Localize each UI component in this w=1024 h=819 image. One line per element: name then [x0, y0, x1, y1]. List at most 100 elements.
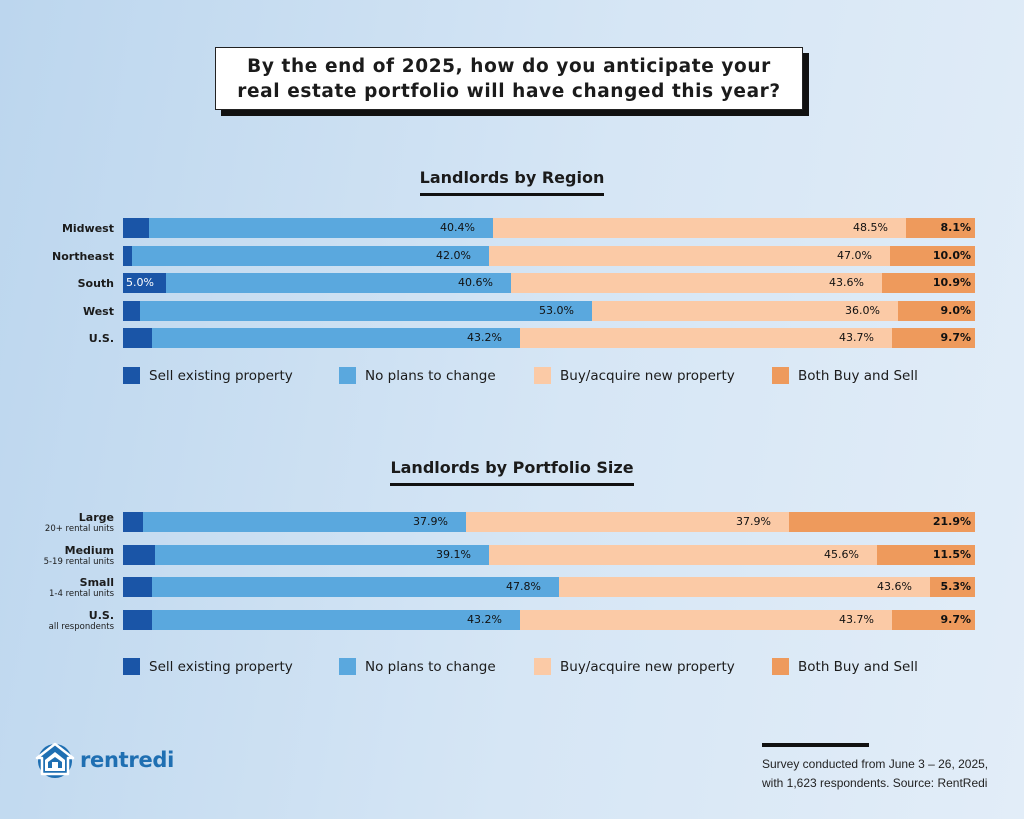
stacked-bar: 3.4% 43.2% 43.7% 9.7%	[123, 609, 975, 630]
both-segment: 10.0%	[890, 245, 975, 266]
no-change-segment: 39.1%	[155, 544, 489, 565]
no-change-segment: 47.8%	[152, 577, 559, 597]
data-label: 9.7%	[940, 331, 971, 344]
category-label-main: Midwest	[61, 222, 114, 235]
data-label: 45.6%	[824, 547, 859, 561]
data-label: 43.6%	[877, 580, 912, 593]
legend-item-buy: Buy/acquire new property	[534, 658, 735, 675]
both-segment: 9.0%	[898, 300, 975, 321]
data-label: 10.0%	[932, 248, 971, 262]
category-label-sub: 5-19 rental units	[43, 556, 114, 567]
category-label-main: South	[77, 277, 114, 290]
category-label-sub: 1-4 rental units	[48, 589, 114, 599]
category-label-main: U.S.	[88, 608, 114, 622]
legend-item-buy: Buy/acquire new property	[534, 367, 735, 384]
house-icon	[35, 742, 75, 778]
no-change-segment: 42.0%	[132, 245, 489, 266]
category-label-main: Medium	[64, 543, 114, 557]
sell-segment: 3.8%	[123, 544, 187, 565]
data-label: 39.1%	[436, 547, 471, 561]
stacked-bar: 5.0% 40.6% 43.6% 10.9%	[123, 273, 975, 293]
data-label: 40.6%	[458, 276, 493, 289]
legend-label: Both Buy and Sell	[798, 367, 918, 384]
buy-segment: 48.5%	[493, 218, 906, 238]
stacked-bar: 2.4% 37.9% 37.9% 21.9%	[123, 512, 975, 532]
both-segment: 11.5%	[877, 544, 975, 565]
data-label: 9.0%	[940, 303, 971, 317]
data-label: 40.4%	[440, 221, 475, 234]
logo-wordmark: rentredi	[80, 748, 175, 772]
category-label: Medium 5-19 rental units	[44, 544, 114, 568]
stacked-bar: 1.0% 42.0% 47.0% 10.0%	[123, 245, 975, 266]
both-segment: 9.7%	[892, 328, 975, 348]
portfolio-legend: Sell existing property No plans to change…	[0, 658, 1024, 678]
region-legend: Sell existing property No plans to change…	[0, 367, 1024, 387]
data-label: 53.0%	[539, 303, 574, 317]
buy-segment: 43.7%	[520, 609, 892, 630]
category-label-sub: 20+ rental units	[44, 524, 114, 534]
buy-segment: 43.6%	[559, 577, 930, 597]
stacked-bar: 2.0% 53.0% 36.0% 9.0%	[123, 300, 975, 321]
category-label: U.S. all respondents	[49, 609, 114, 633]
category-label: Small 1-4 rental units	[49, 576, 114, 600]
legend-label: Sell existing property	[149, 658, 293, 675]
legend-swatch	[123, 658, 140, 675]
category-label-main: Large	[78, 511, 114, 524]
buy-segment: 43.6%	[511, 273, 882, 293]
legend-item-both: Both Buy and Sell	[772, 367, 918, 384]
legend-swatch	[772, 367, 789, 384]
sell-segment: 2.0%	[123, 300, 172, 321]
stacked-bar: 3.4% 47.8% 43.6% 5.3%	[123, 577, 975, 597]
sell-segment: 3.4%	[123, 577, 184, 597]
sell-segment: 3.0%	[123, 218, 181, 238]
survey-note-line-1: Survey conducted from June 3 – 26, 2025,	[762, 757, 989, 771]
legend-label: Buy/acquire new property	[560, 658, 735, 675]
data-label: 43.6%	[829, 276, 864, 289]
portfolio-chart-title-text: Landlords by Portfolio Size	[390, 458, 634, 486]
sell-segment: 5.0%	[123, 273, 166, 293]
category-label: Large 20+ rental units	[45, 511, 114, 535]
data-label: 47.8%	[506, 580, 541, 593]
footer-rule	[762, 743, 869, 747]
legend-item-sell: Sell existing property	[123, 658, 293, 675]
data-label: 48.5%	[853, 221, 888, 234]
data-label: 5.3%	[940, 580, 971, 593]
sell-segment: 3.4%	[123, 609, 184, 630]
legend-swatch	[123, 367, 140, 384]
legend-label: Both Buy and Sell	[798, 658, 918, 675]
category-label: West	[83, 305, 114, 318]
sell-segment: 1.0%	[123, 245, 164, 266]
sell-segment: 2.4%	[123, 512, 175, 532]
stacked-bar: 3.0% 40.4% 48.5% 8.1%	[123, 218, 975, 238]
no-change-segment: 37.9%	[143, 512, 466, 532]
data-label: 43.2%	[467, 331, 502, 344]
data-label: 10.9%	[932, 276, 971, 289]
data-label: 11.5%	[932, 547, 971, 561]
data-label: 42.0%	[436, 248, 471, 262]
no-change-segment: 40.4%	[149, 218, 493, 238]
category-label: Midwest	[62, 222, 114, 235]
data-label: 8.1%	[940, 221, 971, 234]
data-label: 43.7%	[839, 612, 874, 626]
no-change-segment: 43.2%	[152, 609, 520, 630]
category-label-main: Northeast	[52, 249, 114, 263]
data-label: 36.0%	[845, 303, 880, 317]
data-label: 43.2%	[467, 612, 502, 626]
stacked-bar: 3.8% 39.1% 45.6% 11.5%	[123, 544, 975, 565]
survey-note: Survey conducted from June 3 – 26, 2025,…	[762, 755, 1012, 793]
legend-label: Sell existing property	[149, 367, 293, 384]
data-label: 5.0%	[126, 276, 154, 289]
category-label: U.S.	[89, 332, 114, 345]
no-change-segment: 40.6%	[166, 273, 511, 293]
buy-segment: 36.0%	[592, 300, 898, 321]
category-label-main: Small	[79, 576, 114, 589]
both-segment: 21.9%	[789, 512, 975, 532]
legend-swatch	[772, 658, 789, 675]
portfolio-chart-title: Landlords by Portfolio Size	[0, 458, 1024, 486]
legend-label: Buy/acquire new property	[560, 367, 735, 384]
buy-segment: 43.7%	[520, 328, 892, 348]
rentredi-logo: rentredi	[34, 740, 174, 780]
both-segment: 10.9%	[882, 273, 975, 293]
data-label: 43.7%	[839, 331, 874, 344]
category-label: South	[78, 277, 114, 290]
